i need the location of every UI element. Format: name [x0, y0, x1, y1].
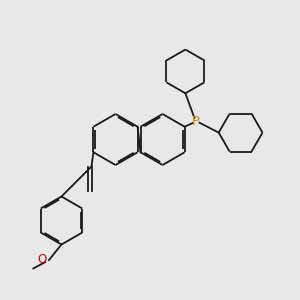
Text: P: P	[192, 115, 200, 128]
Text: O: O	[38, 253, 47, 266]
